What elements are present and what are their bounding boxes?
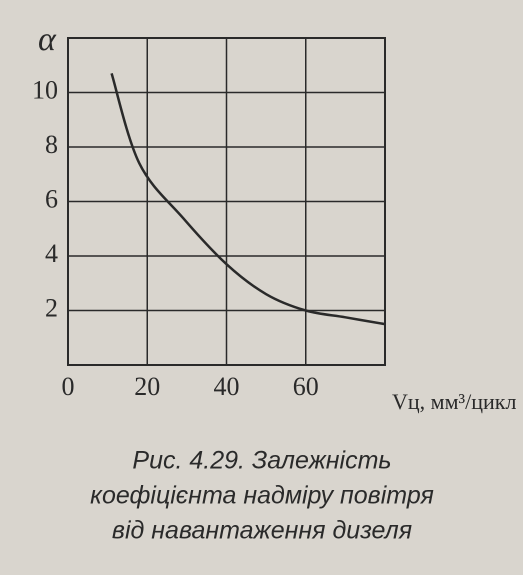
caption: від навантаження дизеля <box>112 517 412 545</box>
x-tick-label: 60 <box>293 372 319 401</box>
x-tick-label: 0 <box>62 372 75 401</box>
x-tick-label: 40 <box>214 372 240 401</box>
caption: Рис. 4.29. Залежність <box>132 447 391 475</box>
y-tick-label: 8 <box>45 130 58 159</box>
y-tick-label: 10 <box>32 75 58 104</box>
y-axis-label: α <box>38 21 57 58</box>
x-tick-label: 20 <box>134 372 160 401</box>
y-tick-label: 6 <box>45 184 58 213</box>
y-tick-label: 4 <box>45 239 58 268</box>
y-tick-label: 2 <box>45 293 58 322</box>
caption: коефіцієнта надміру повітря <box>90 482 434 510</box>
x-axis-label: Vц, мм³/цикл <box>392 389 516 414</box>
curve <box>110 73 386 326</box>
